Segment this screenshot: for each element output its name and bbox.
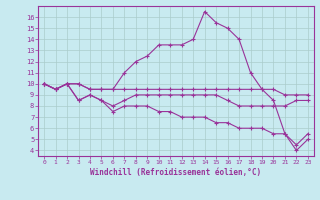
X-axis label: Windchill (Refroidissement éolien,°C): Windchill (Refroidissement éolien,°C) [91, 168, 261, 177]
